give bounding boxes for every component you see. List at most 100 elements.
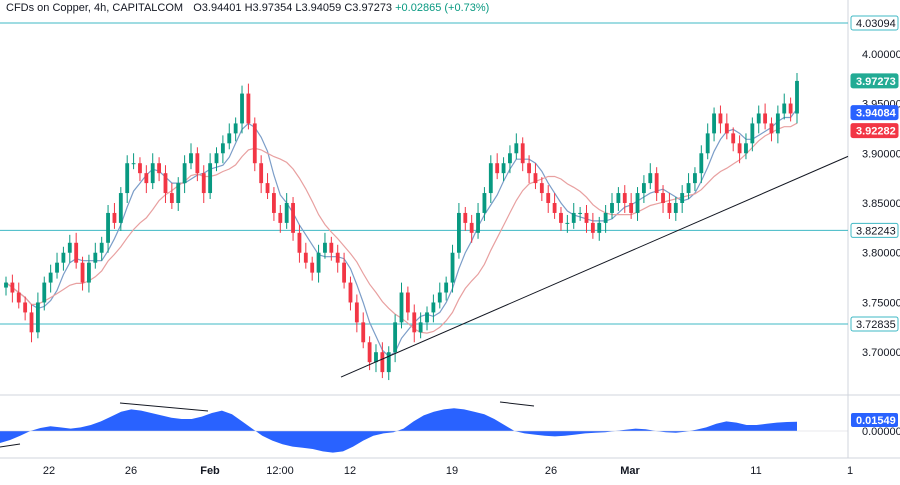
candle (361, 312, 366, 349)
candle-body (590, 222, 595, 233)
candle-body (788, 103, 793, 114)
candle-body (533, 173, 538, 184)
time-axis[interactable]: 22 26 Feb 12:00 12 19 26 Mar 11 1 (43, 465, 853, 477)
candle (335, 244, 340, 273)
candle (667, 193, 672, 219)
candle (240, 85, 244, 134)
candle-body (724, 123, 729, 134)
candle-body (55, 262, 59, 273)
candle (629, 193, 634, 219)
candle-body (61, 252, 66, 263)
price-badges: 4.03094 3.97273 3.94084 3.92282 3.82243 3.728… (850, 15, 899, 332)
candle (673, 197, 678, 221)
candle (463, 206, 468, 231)
candle (731, 127, 736, 152)
candle-body (87, 262, 91, 283)
candle-body (297, 232, 302, 253)
candle-body (99, 242, 104, 253)
candle (93, 242, 98, 269)
candle-body (476, 212, 480, 233)
candle-body (195, 153, 200, 174)
candle (641, 175, 646, 203)
candle-body (425, 312, 429, 323)
candle (654, 167, 659, 202)
candle-body (303, 252, 308, 263)
candle (131, 153, 136, 170)
candlestick-series (4, 72, 799, 381)
candle-body (227, 133, 232, 144)
candle-body (616, 193, 621, 203)
candle (584, 204, 589, 233)
time-tick-label: 11 (750, 465, 761, 477)
candle (259, 155, 264, 194)
candle-body (380, 352, 385, 373)
candle (35, 292, 40, 339)
candle (425, 306, 429, 331)
candle (661, 185, 665, 213)
time-tick-label: 12 (344, 465, 356, 477)
candle (482, 187, 487, 221)
candle-body (718, 113, 723, 124)
candle (80, 256, 85, 291)
candle (61, 246, 66, 271)
candle (495, 153, 500, 180)
candle (220, 135, 225, 164)
candle-body (316, 252, 321, 273)
candle (412, 304, 417, 343)
candle (189, 143, 193, 170)
candle (603, 204, 608, 233)
candle (418, 312, 423, 339)
candle (437, 282, 442, 309)
candle (393, 314, 398, 363)
candle (788, 97, 793, 122)
candle-body (157, 163, 162, 174)
candle-body (622, 193, 627, 203)
price-tick-label: 3.90000 (862, 148, 900, 160)
price-badge-label: 3.72835 (856, 319, 896, 331)
candle (303, 242, 308, 269)
candle (201, 165, 206, 203)
candle-body (495, 163, 500, 174)
candle-body (246, 93, 251, 124)
candle-body (348, 282, 353, 303)
candle-body (763, 113, 768, 124)
candle (29, 304, 34, 343)
oscillator-tick-label: 0.00000 (862, 426, 900, 438)
candle (769, 117, 774, 142)
oscillator-value-label: 0.01549 (856, 415, 896, 427)
candle-body (386, 352, 391, 373)
candle (559, 206, 563, 231)
candle-body (118, 193, 123, 223)
candle-body (520, 143, 525, 164)
candle-body (265, 183, 270, 194)
candle (329, 236, 334, 261)
trendline[interactable] (340, 155, 849, 378)
candle-body (29, 312, 34, 333)
candle-body (603, 212, 608, 223)
candle-body (214, 153, 219, 164)
divergence-line (0, 443, 21, 448)
candle-body (571, 212, 576, 223)
candle (399, 282, 404, 329)
candle-body (48, 272, 53, 283)
ma-fast-line (5, 108, 798, 357)
candle (552, 193, 557, 219)
candle-body (641, 183, 646, 194)
candle-body (335, 252, 340, 263)
candle-body (272, 193, 276, 213)
candle-body (176, 183, 181, 203)
candle (157, 157, 162, 182)
candle (476, 203, 480, 239)
time-tick-label: 26 (125, 465, 137, 477)
candle (144, 165, 149, 194)
candle (756, 105, 761, 134)
candle-body (686, 183, 691, 194)
candle-body (673, 203, 678, 213)
candle (514, 133, 519, 160)
candle-body (208, 163, 213, 194)
candle (590, 212, 595, 239)
price-tick-label: 4.00000 (862, 49, 900, 61)
candle (501, 157, 506, 182)
candle (565, 214, 570, 233)
